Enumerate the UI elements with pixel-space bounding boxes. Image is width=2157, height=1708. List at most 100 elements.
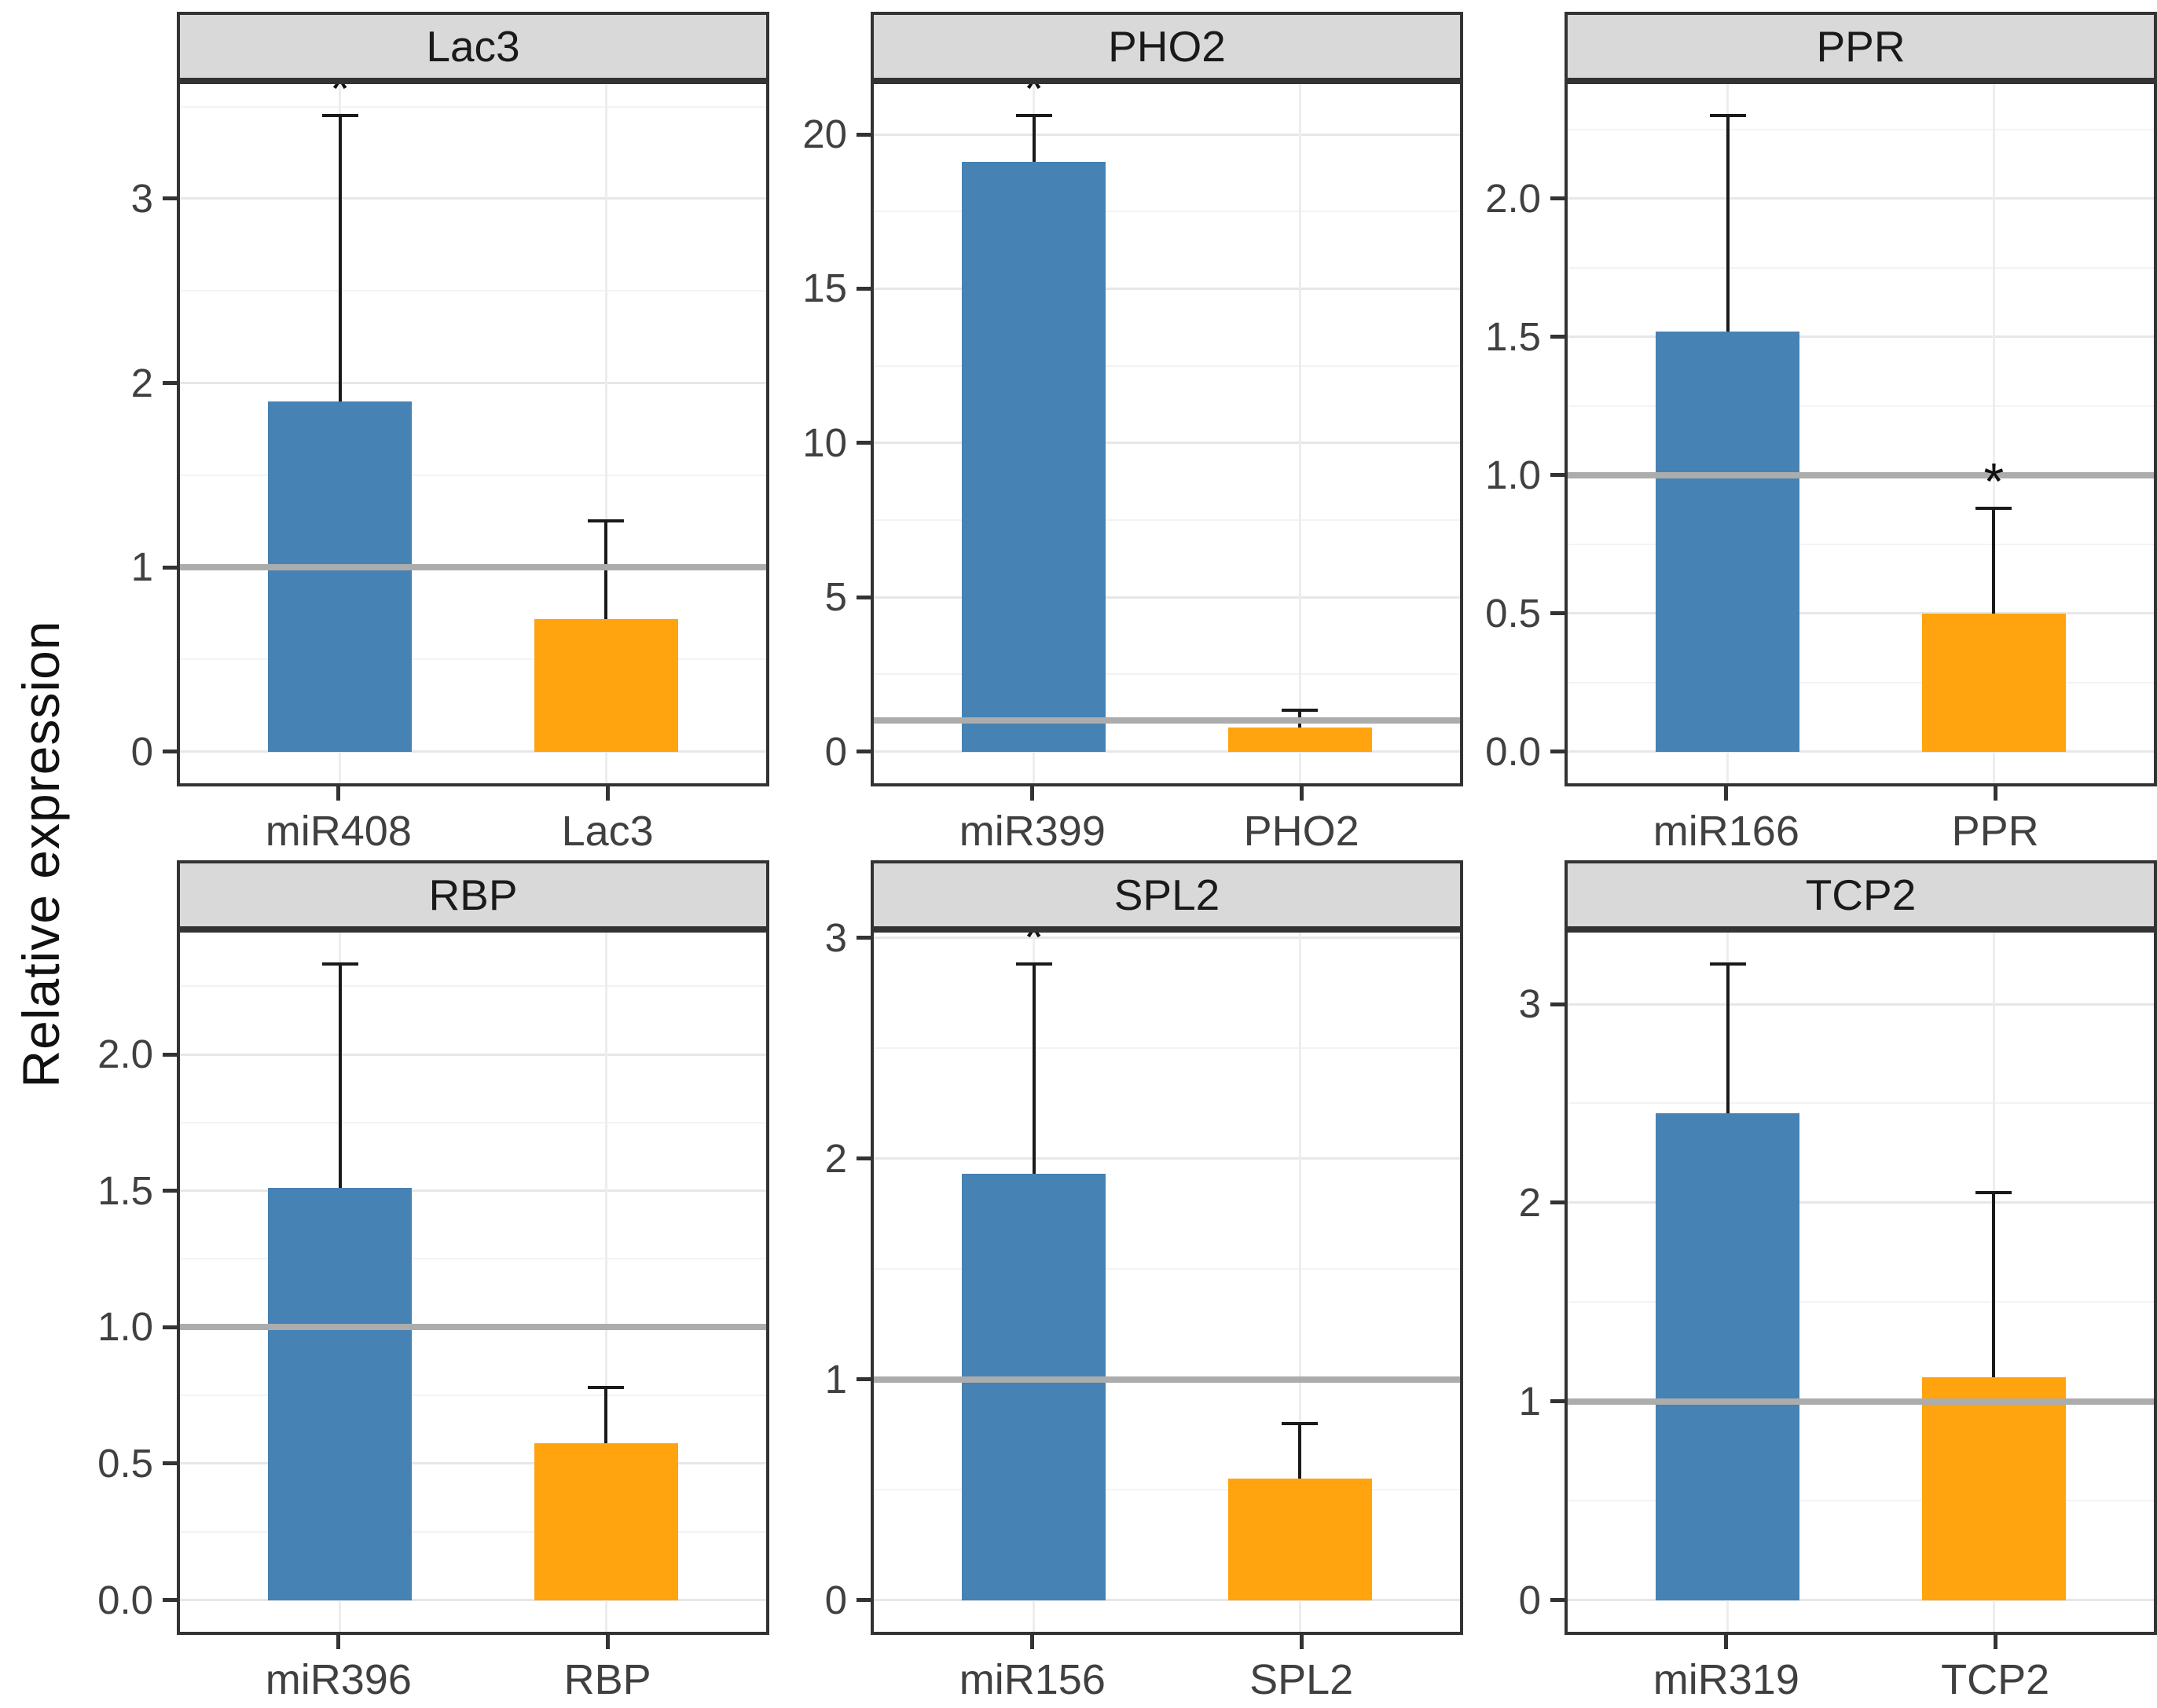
y-tick-mark (857, 1156, 871, 1161)
reference-line (180, 1324, 766, 1331)
y-tick-label: 2 (130, 360, 153, 405)
plot-area: * (874, 933, 1460, 1632)
grid-major-line (180, 382, 766, 384)
grid-minor-line (874, 519, 1460, 521)
x-axis: miR166 PPR (1565, 786, 2157, 859)
facet-title: PPR (1816, 22, 1906, 71)
y-tick-label: 0.5 (97, 1440, 153, 1486)
y-tick-mark (857, 750, 871, 754)
error-bar-cap (321, 114, 358, 118)
x-category-label: PHO2 (1243, 808, 1359, 855)
error-bar (1726, 115, 1730, 332)
x-tick-mark (1299, 786, 1304, 801)
x-axis: miR399 PHO2 (871, 786, 1463, 859)
x-tick-mark (1030, 786, 1035, 801)
error-bar-cap (1015, 114, 1052, 118)
facet-strip: TCP2 (1568, 863, 2154, 933)
y-tick-label: 3 (1518, 981, 1541, 1027)
y-axis-title: Relative expression (12, 620, 70, 1088)
plot-area: * (180, 84, 766, 783)
grid-major-line (1568, 750, 2154, 753)
error-bar-cap (1709, 962, 1746, 966)
significance-asterisk: * (1023, 84, 1044, 118)
grid-vertical-line (1992, 84, 1995, 783)
grid-minor-line (180, 105, 766, 108)
y-tick-mark (163, 1598, 177, 1603)
facet-panel-rbp: 0.0 0.5 1.0 1.5 2.0 RBP miR396 RBP (75, 860, 769, 1708)
y-tick-label: 1.5 (1485, 313, 1541, 359)
y-tick-label: 1 (1518, 1378, 1541, 1424)
grid-major-line (874, 1157, 1460, 1160)
y-tick-label: 1.5 (97, 1167, 153, 1213)
x-category-label: RBP (563, 1656, 651, 1703)
y-tick-mark (1550, 1200, 1565, 1205)
panel-box: PPR * (1565, 12, 2157, 786)
error-bar (1032, 964, 1036, 1175)
y-tick-label: 3 (130, 175, 153, 221)
facet-title: RBP (428, 870, 518, 919)
facet-strip: PPR (1568, 15, 2154, 84)
x-tick-mark (336, 786, 341, 801)
facet-panel-tcp2: 0 1 2 3 TCP2 miR319 TCP2 (1462, 860, 2157, 1708)
reference-line (1568, 471, 2154, 478)
grid-vertical-line (1298, 933, 1301, 1632)
panel-box: RBP (177, 860, 769, 1635)
facet-panel-lac3: 0 1 2 3 Lac3 * miR408 Lac3 (75, 12, 769, 860)
y-tick-label: 3 (824, 914, 847, 960)
x-category-label: miR319 (1653, 1656, 1799, 1703)
grid-minor-line (1568, 266, 2154, 269)
x-category-label: Lac3 (561, 808, 654, 855)
x-tick-mark (1030, 1635, 1035, 1649)
error-bar (1298, 1423, 1302, 1479)
reference-line (1568, 1398, 2154, 1405)
facet-panel-spl2: 0 1 2 3 SPL2 * miR156 SPL2 (769, 860, 1463, 1708)
significance-asterisk: * (329, 84, 350, 118)
grid-minor-line (874, 673, 1460, 676)
x-category-label: miR396 (265, 1656, 412, 1703)
y-axis: 0 5 10 15 20 (769, 12, 871, 786)
facet-title: TCP2 (1805, 870, 1917, 919)
panel-box: SPL2 * (871, 860, 1463, 1635)
error-bar (338, 964, 342, 1189)
grid-major-line (180, 1599, 766, 1602)
y-tick-label: 5 (824, 574, 847, 620)
facet-title: Lac3 (426, 22, 520, 71)
grid-minor-line (1568, 681, 2154, 684)
y-tick-label: 20 (802, 112, 847, 157)
facet-strip: RBP (180, 863, 766, 933)
bar-target (1227, 1479, 1372, 1600)
error-bar (1992, 1193, 1996, 1378)
facet-panel-pho2: 0 5 10 15 20 PHO2 * miR399 PHO2 (769, 12, 1463, 860)
panel-box: Lac3 * (177, 12, 769, 786)
y-tick-mark (163, 1325, 177, 1329)
grid-major-line (1568, 612, 2154, 615)
error-bar-cap (1709, 114, 1746, 118)
error-bar (604, 1387, 608, 1443)
reference-line (874, 717, 1460, 724)
y-tick-mark (1550, 473, 1565, 478)
bar-target (1227, 727, 1372, 752)
bar-target (1921, 1377, 2066, 1600)
facet-strip: Lac3 (180, 15, 766, 84)
error-bar-cap (321, 962, 358, 966)
y-tick-mark (1550, 1002, 1565, 1006)
y-axis: 0 1 2 3 (75, 12, 177, 786)
significance-asterisk: * (1983, 452, 2005, 511)
facet-strip: PHO2 (874, 15, 1460, 84)
grid-vertical-line (604, 933, 607, 1632)
y-tick-mark (163, 1189, 177, 1193)
y-tick-label: 2.0 (97, 1032, 153, 1077)
grid-major-line (1568, 1002, 2154, 1006)
x-tick-mark (1299, 1635, 1304, 1649)
significance-asterisk: * (1023, 933, 1044, 966)
x-axis: miR408 Lac3 (177, 786, 769, 859)
y-tick-label: 0.0 (1485, 728, 1541, 774)
plot-area (1568, 933, 2154, 1632)
x-tick-mark (1724, 786, 1729, 801)
x-tick-mark (1724, 1635, 1729, 1649)
grid-minor-line (180, 290, 766, 292)
y-tick-mark (163, 196, 177, 201)
y-tick-label: 0 (130, 728, 153, 774)
y-tick-mark (1550, 1399, 1565, 1404)
panel-box: TCP2 (1565, 860, 2157, 1635)
